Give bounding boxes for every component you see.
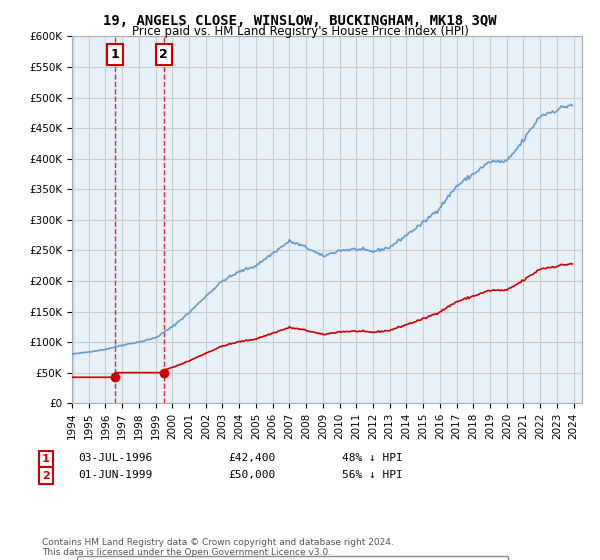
Text: 2: 2 [160, 48, 168, 61]
Text: 01-JUN-1999: 01-JUN-1999 [78, 470, 152, 480]
Text: 48% ↓ HPI: 48% ↓ HPI [342, 453, 403, 463]
Text: £42,400: £42,400 [228, 453, 275, 463]
Legend: 19, ANGELS CLOSE, WINSLOW, BUCKINGHAM, MK18 3QW (semi-detached house), HPI: Aver: 19, ANGELS CLOSE, WINSLOW, BUCKINGHAM, M… [77, 557, 508, 560]
Text: 56% ↓ HPI: 56% ↓ HPI [342, 470, 403, 480]
Text: 03-JUL-1996: 03-JUL-1996 [78, 453, 152, 463]
Text: 19, ANGELS CLOSE, WINSLOW, BUCKINGHAM, MK18 3QW: 19, ANGELS CLOSE, WINSLOW, BUCKINGHAM, M… [103, 14, 497, 28]
Text: Contains HM Land Registry data © Crown copyright and database right 2024.
This d: Contains HM Land Registry data © Crown c… [42, 538, 394, 557]
Text: £50,000: £50,000 [228, 470, 275, 480]
Text: Price paid vs. HM Land Registry's House Price Index (HPI): Price paid vs. HM Land Registry's House … [131, 25, 469, 38]
Text: 2: 2 [42, 471, 50, 481]
Text: 1: 1 [42, 454, 50, 464]
Text: 1: 1 [111, 48, 119, 61]
